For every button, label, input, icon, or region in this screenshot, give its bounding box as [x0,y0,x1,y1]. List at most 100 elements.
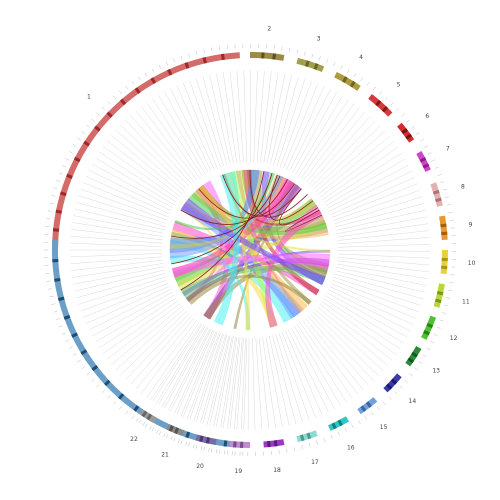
tick-mark [318,56,321,61]
segment-arc-12 [421,315,437,340]
tick-mark [445,196,450,198]
segment-band-1 [52,228,60,232]
segment-band-1b [80,349,88,355]
leader-line [312,311,379,377]
tick-mark [358,420,361,425]
leader-line [289,88,331,172]
tick-mark [158,431,161,435]
tick-mark [448,211,453,214]
tick-mark [326,59,329,64]
leader-line [152,323,203,402]
tick-mark [418,361,423,364]
leader-line [331,183,418,218]
segment-label-5: 5 [397,82,401,89]
tick-mark [424,145,428,148]
tick-mark [151,427,155,432]
tick-mark [125,85,129,90]
tick-mark [72,144,77,147]
segment-arc-4 [334,72,361,91]
segment-band-19 [233,441,237,448]
tick-mark [446,297,451,299]
leader-line [336,216,427,234]
leader-line [115,308,185,371]
leader-line [202,76,228,166]
tick-mark [151,68,155,73]
segment-label-13: 13 [432,367,440,374]
leader-line [206,335,230,425]
segment-band-16 [337,419,343,427]
leader-line [135,110,195,183]
leader-line [283,83,319,169]
segment-arc-9 [439,215,448,240]
leader-line [234,337,243,430]
segment-label-7: 7 [446,146,450,153]
tick-mark [131,415,135,419]
leader-line [102,146,179,200]
segment-band-1 [55,209,63,214]
segment-band-21 [168,425,174,432]
leader-line [141,319,197,394]
chord-line [180,179,288,225]
tick-mark [142,422,145,426]
tick-mark [135,418,139,422]
leader-line [209,74,231,165]
segment-band-6 [405,133,412,140]
leader-line [71,259,163,271]
tick-mark [434,166,439,169]
tick-mark [439,319,444,322]
leader-line [334,203,424,228]
tick-mark [200,446,203,451]
segment-band-13 [407,357,415,364]
tick-mark [223,450,225,455]
tick-mark [96,112,100,116]
leader-line [180,331,217,417]
tick-mark [203,49,205,54]
leader-line [337,237,430,245]
segment-band-20 [199,435,204,443]
segment-label-11: 11 [462,298,470,305]
leader-line [135,317,195,390]
tick-mark [278,449,280,454]
tick-mark [56,318,61,320]
tick-mark [125,410,129,415]
segment-band-1b [223,440,228,447]
tick-mark [370,411,374,416]
tick-mark [218,46,220,51]
leader-line [273,76,299,166]
tick-mark [107,101,111,105]
leader-line [259,337,269,430]
leader-line [299,322,353,399]
tick-mark [81,131,86,134]
segment-label-12: 12 [450,335,458,342]
segment-band-1 [59,191,67,197]
leader-line [164,327,209,409]
segment-label-20: 20 [196,463,204,470]
leader-line [73,266,164,285]
tick-mark [49,202,54,205]
tick-mark [185,441,188,446]
leader-line [213,336,233,427]
leader-line [320,141,394,198]
tick-mark [173,58,176,63]
segment-label-1: 1 [87,94,91,101]
segment-arc-6 [397,122,415,143]
leader-line [263,72,279,164]
tick-mark [188,53,190,58]
segment-arc-15 [357,397,378,415]
segment-arc-13 [405,346,422,367]
leader-line [83,282,169,318]
leader-line [196,78,224,167]
leader-line [106,140,181,197]
leader-line [337,250,430,252]
tick-mark [58,172,63,175]
leader-line [187,332,220,419]
tick-mark [404,379,408,383]
leader-line [83,182,169,218]
tick-mark [311,53,314,58]
leader-line [146,102,200,179]
chord-line [171,172,273,265]
tick-mark [420,138,424,142]
leader-line [111,305,183,365]
leader-line [313,125,381,190]
segment-band-9 [441,231,448,236]
